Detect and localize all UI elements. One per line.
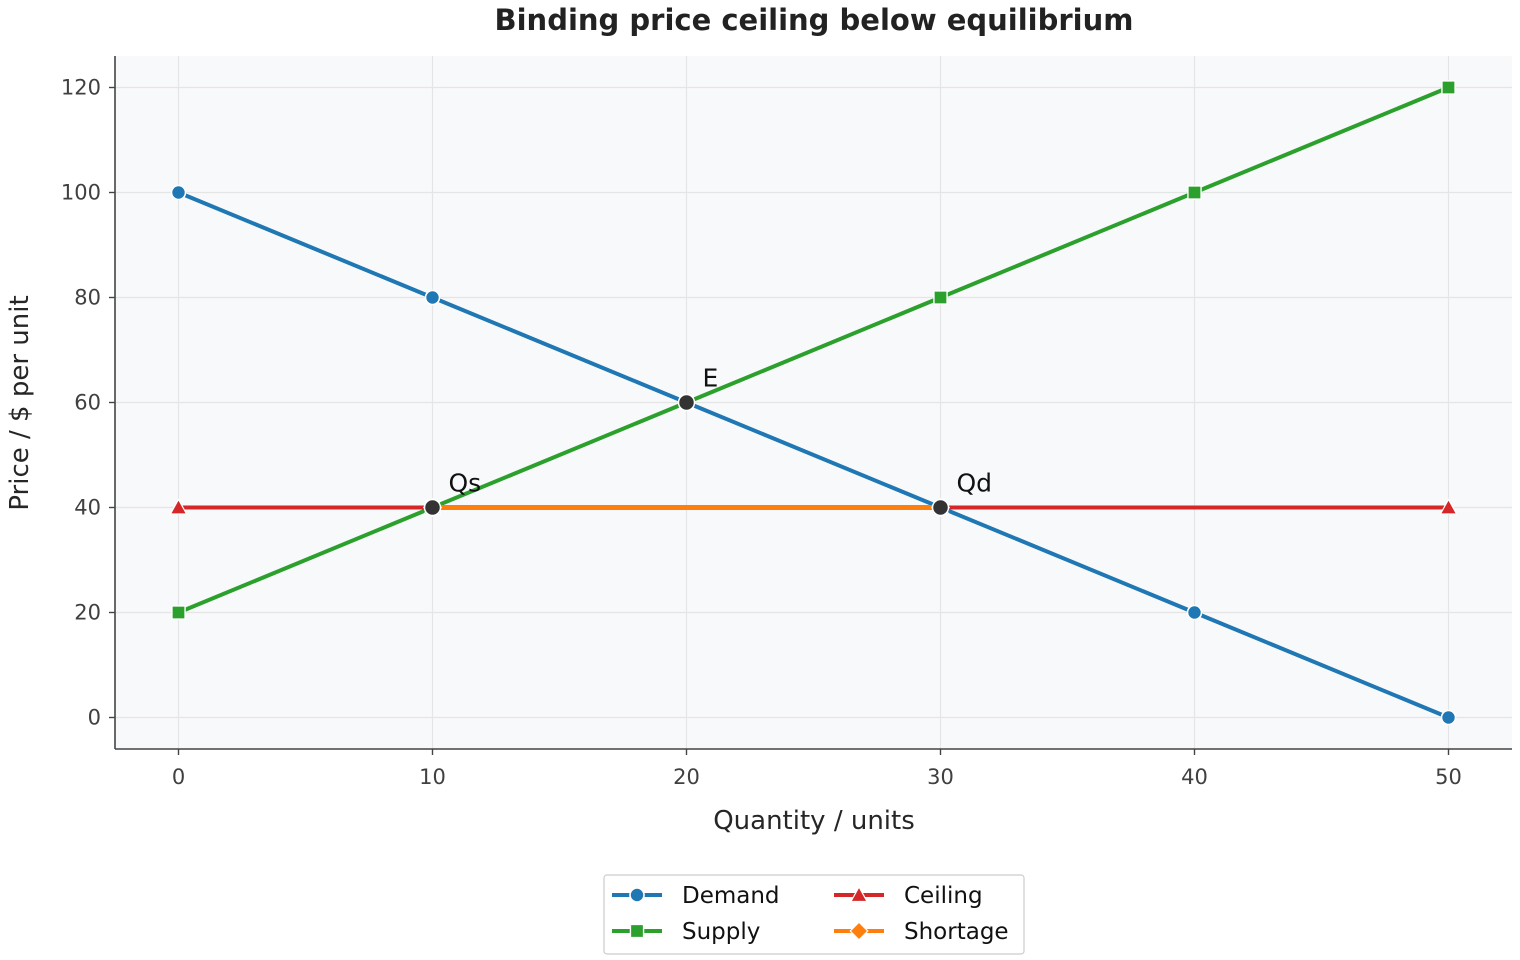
annotation-point bbox=[423, 498, 442, 517]
x-axis-label: Quantity / units bbox=[713, 806, 915, 836]
x-tick-label: 40 bbox=[1181, 765, 1208, 789]
legend: Demand Supply Ceiling Shortage bbox=[603, 874, 1025, 955]
annotations: E Qs Qd bbox=[423, 364, 993, 517]
legend-supply-marker bbox=[629, 923, 645, 939]
demand-point bbox=[1186, 604, 1203, 621]
chart-title: Binding price ceiling below equilibrium bbox=[495, 3, 1134, 37]
x-tick-label: 10 bbox=[419, 765, 446, 789]
supply-point bbox=[933, 290, 948, 305]
x-tick-label: 30 bbox=[927, 765, 954, 789]
y-tick-label: 0 bbox=[88, 706, 101, 730]
supply-point bbox=[171, 605, 186, 620]
ceiling-point bbox=[169, 498, 188, 515]
legend-ceiling-marker bbox=[849, 885, 869, 903]
legend-supply-label: Supply bbox=[682, 919, 760, 945]
annotation-point bbox=[677, 393, 696, 412]
demand-line bbox=[176, 190, 1451, 720]
y-tick-label: 100 bbox=[61, 181, 101, 205]
annotation-label: Qs bbox=[449, 469, 482, 498]
demand-point bbox=[424, 289, 441, 306]
x-tick-label: 20 bbox=[673, 765, 700, 789]
supply-point bbox=[1441, 80, 1456, 95]
x-tick-label: 0 bbox=[172, 765, 185, 789]
legend-shortage-label: Shortage bbox=[904, 919, 1009, 945]
annotation-point bbox=[931, 498, 950, 517]
supply-line bbox=[176, 85, 1451, 615]
ceiling-point bbox=[1439, 498, 1458, 515]
legend-shortage-marker bbox=[849, 921, 869, 941]
y-tick-label: 80 bbox=[74, 286, 101, 310]
demand-point bbox=[1440, 709, 1457, 726]
demand-point bbox=[170, 184, 187, 201]
y-tick-label: 120 bbox=[61, 76, 101, 100]
legend-box bbox=[603, 874, 1025, 955]
annotation-label: E bbox=[703, 364, 719, 393]
annotation-label: Qd bbox=[957, 469, 993, 498]
y-tick-label: 40 bbox=[74, 496, 101, 520]
y-tick-label: 60 bbox=[74, 391, 101, 415]
legend-demand-label: Demand bbox=[682, 883, 780, 909]
y-axis-label: Price / $ per unit bbox=[5, 295, 35, 510]
x-tick-label: 50 bbox=[1435, 765, 1462, 789]
legend-ceiling-label: Ceiling bbox=[904, 883, 983, 909]
legend-demand-marker bbox=[629, 887, 645, 903]
ticks: 0 10 20 30 40 50 0 20 40 60 80 100 120 bbox=[61, 76, 1462, 790]
supply-point bbox=[1187, 185, 1202, 200]
y-tick-label: 20 bbox=[74, 601, 101, 625]
